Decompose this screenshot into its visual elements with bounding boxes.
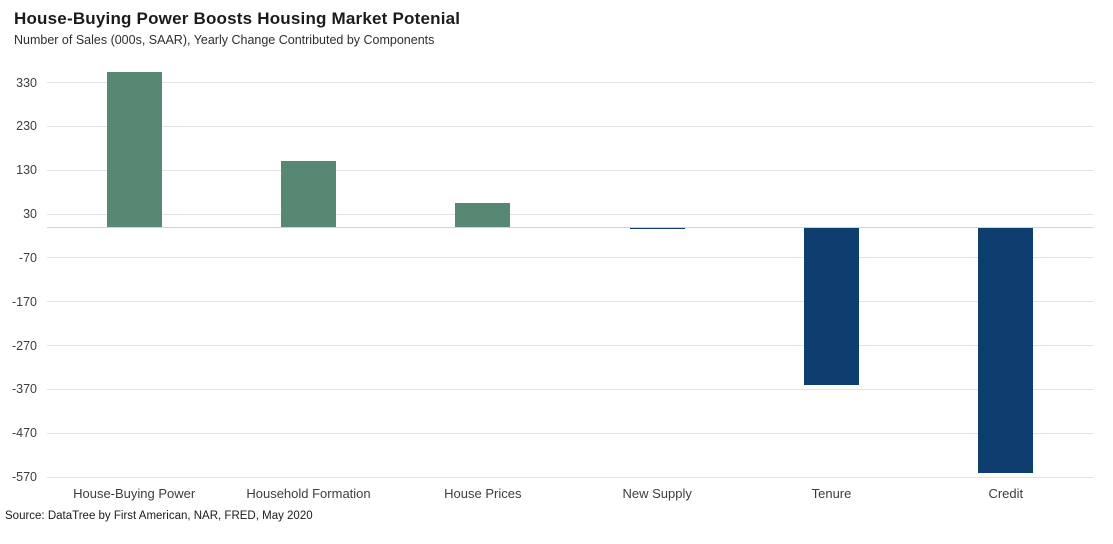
y-tick-label: -470 — [11, 426, 37, 441]
bar-new-supply — [629, 228, 685, 230]
y-tick-label: -370 — [11, 382, 37, 397]
gridline — [47, 213, 1093, 215]
y-tick-label: -270 — [11, 338, 37, 353]
zero-axis-line — [47, 226, 1093, 228]
gridline — [47, 345, 1093, 346]
gridline — [47, 257, 1093, 259]
y-tick-label: -70 — [18, 250, 37, 265]
x-category-label-house-prices: House Prices — [444, 486, 522, 501]
gridline — [47, 125, 1093, 127]
chart-subtitle: Number of Sales (000s, SAAR), Yearly Cha… — [14, 33, 435, 47]
y-tick-label: 330 — [16, 75, 37, 90]
gridline — [47, 476, 1093, 478]
gridline — [47, 301, 1093, 303]
y-tick-label: 30 — [23, 207, 37, 222]
bar-credit — [978, 228, 1034, 473]
bar-house-prices — [455, 202, 511, 228]
chart-title: House-Buying Power Boosts Housing Market… — [14, 9, 461, 28]
bar-household-formation — [281, 160, 336, 228]
x-category-label-new-supply: New Supply — [622, 486, 692, 501]
x-category-label-credit: Credit — [988, 486, 1024, 501]
bar-house-buying-power — [106, 72, 162, 228]
bar-tenure — [804, 228, 859, 385]
gridline — [47, 388, 1093, 390]
y-tick-label: -170 — [11, 294, 37, 309]
plot-area — [47, 65, 1093, 478]
y-tick-label: 130 — [16, 163, 37, 178]
y-tick-label: 230 — [16, 119, 37, 134]
y-tick-label: -570 — [11, 470, 37, 484]
y-axis: 330 230 130 30 -70 -170 -270 -370 -470 -570 — [0, 65, 37, 484]
x-category-label-house-buying-power: House-Buying Power — [73, 486, 196, 501]
gridline — [47, 169, 1093, 171]
x-axis: House-Buying Power Household Formation Hou… — [47, 486, 1093, 504]
gridline — [47, 82, 1093, 84]
x-category-label-tenure: Tenure — [811, 486, 852, 501]
gridline — [47, 432, 1093, 434]
x-category-label-household-formation: Household Formation — [246, 486, 371, 501]
source-note: Source: DataTree by First American, NAR,… — [5, 510, 313, 522]
